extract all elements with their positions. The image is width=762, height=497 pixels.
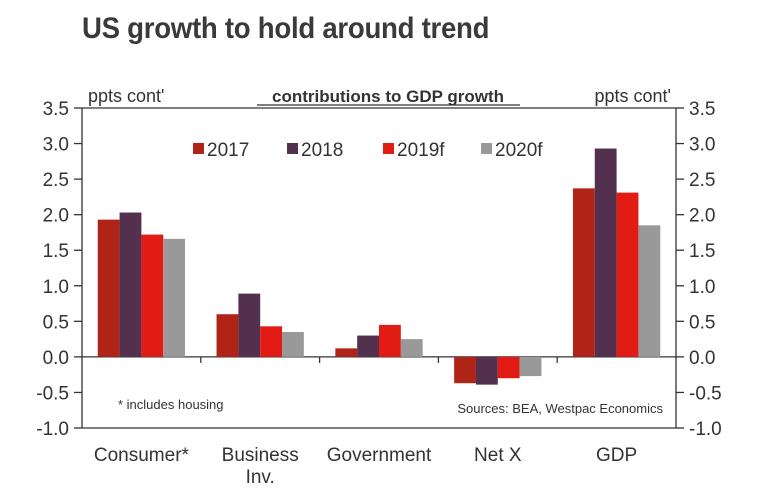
y-tick-label-left: 3.0	[43, 135, 69, 156]
y-tick-label-right: -0.5	[689, 383, 722, 404]
y-tick-label-left: 1.0	[43, 277, 69, 298]
x-category-label: Consumer*	[94, 445, 190, 466]
legend-swatch-2018	[287, 143, 298, 154]
bar-2020f	[163, 238, 186, 357]
y-tick-label-right: 1.0	[689, 277, 715, 298]
x-category-label: Business	[222, 445, 299, 466]
bar-2017	[216, 314, 239, 357]
bar-2019f	[616, 192, 639, 357]
bar-2018	[475, 356, 498, 385]
legend-label-2019f: 2019f	[397, 140, 445, 161]
bar-2017	[572, 188, 595, 357]
legend-swatch-2020f	[481, 143, 492, 154]
footnote: * includes housing	[118, 397, 224, 412]
y-tick-label-left: 1.5	[43, 241, 69, 262]
y-tick-label-left: 0.5	[43, 312, 69, 333]
bar-2019f	[260, 326, 283, 357]
y-tick-label-right: 3.5	[689, 99, 715, 120]
y-tick-label-right: 3.0	[689, 135, 715, 156]
bar-2020f	[282, 332, 304, 357]
bar-2020f	[400, 339, 423, 357]
bar-2019f	[379, 324, 401, 357]
y-tick-label-left: 3.5	[43, 99, 69, 120]
y-tick-label-right: 1.5	[689, 241, 715, 262]
y-tick-label-right: 0.0	[689, 348, 715, 369]
labels: 3.5 3.5 3.0 3.0 2.5 2.5 2.0 2.0 1.5 1.5 1.0 1.0 0.5 0…	[36, 99, 722, 488]
chart-title: US growth to hold around trend	[82, 12, 490, 45]
y-tick-label-left: -0.5	[36, 383, 69, 404]
bar-2020f	[519, 356, 542, 377]
legend-swatch-2019f	[383, 143, 394, 154]
bar-2018	[119, 212, 142, 357]
bar-2018	[357, 335, 379, 357]
y-tick-label-left: 0.0	[43, 348, 69, 369]
bar-2017	[335, 348, 358, 357]
y-tick-label-left: 2.5	[43, 170, 69, 191]
x-category-label: Government	[327, 445, 432, 466]
legend-label-2017: 2017	[207, 140, 249, 161]
y-tick-label-left: 2.0	[43, 206, 69, 227]
y-axis-unit-left: ppts cont'	[88, 86, 164, 106]
source-note: Sources: BEA, Westpac Economics	[457, 401, 663, 416]
y-tick-label-right: 0.5	[689, 312, 715, 333]
bars	[97, 148, 661, 385]
bar-2017	[97, 219, 120, 357]
legend-label-2018: 2018	[301, 140, 343, 161]
y-tick-label-right: 2.5	[689, 170, 715, 191]
bar-2018	[238, 293, 261, 357]
legend-label-2020f: 2020f	[495, 140, 543, 161]
x-category-label: Inv.	[246, 467, 275, 488]
y-tick-label-left: -1.0	[36, 419, 69, 440]
y-tick-label-right: -1.0	[689, 419, 722, 440]
bar-2020f	[638, 225, 661, 357]
bar-2017	[454, 356, 476, 384]
y-axis-unit-right: ppts cont'	[595, 86, 671, 106]
y-tick-label-right: 2.0	[689, 206, 715, 227]
bar-2019f	[141, 234, 164, 357]
chart-subtitle: contributions to GDP growth	[272, 87, 504, 106]
legend-swatch-2017	[193, 143, 204, 154]
bar-2019f	[497, 356, 520, 379]
legend: 2017 2018 2019f 2020f	[193, 140, 543, 161]
x-category-label: GDP	[596, 445, 637, 466]
bar-2018	[594, 148, 617, 357]
x-category-label: Net X	[474, 445, 522, 466]
